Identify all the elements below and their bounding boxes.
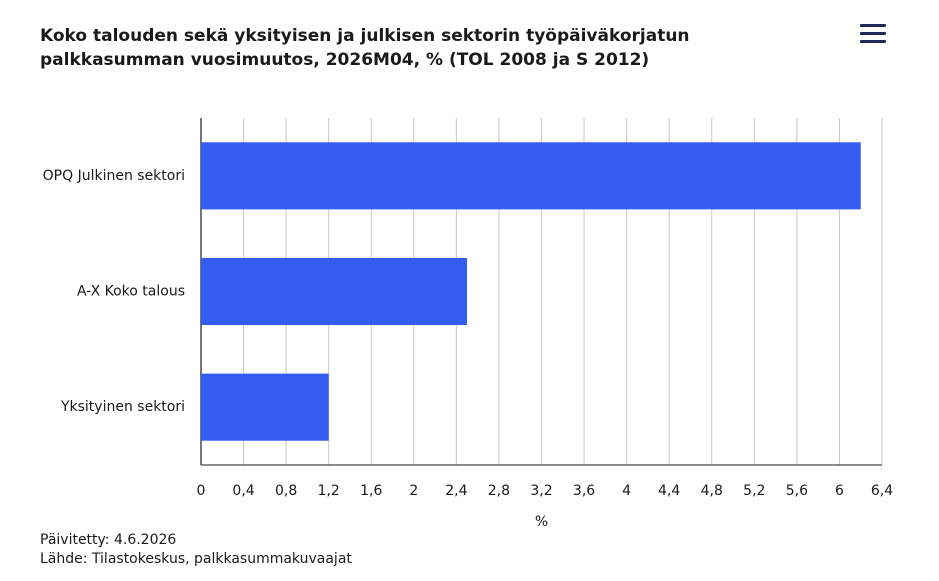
chart-title: Koko talouden sekä yksityisen ja julkise… <box>40 26 690 70</box>
x-tick-label: 1,6 <box>360 483 382 499</box>
x-tick-label: 3,2 <box>530 483 552 499</box>
bar <box>201 257 468 326</box>
y-tick-label: Yksityinen sektori <box>60 399 185 415</box>
x-tick-label: 5,6 <box>786 483 808 499</box>
x-tick-label: 0,8 <box>275 483 297 499</box>
x-tick-label: 5,2 <box>743 483 765 499</box>
menu-button[interactable] <box>860 24 886 44</box>
x-tick-label: 2,8 <box>488 483 510 499</box>
x-tick-label: 0,4 <box>232 483 254 499</box>
x-tick-label: 6 <box>835 483 844 499</box>
source-note: Lähde: Tilastokeskus, palkkasummakuvaaja… <box>40 551 352 567</box>
y-tick-label: A-X Koko talous <box>77 284 185 300</box>
x-tick-label: 2 <box>409 483 418 499</box>
bar <box>201 373 329 441</box>
x-tick-label: 4 <box>622 483 631 499</box>
x-tick-label: 3,6 <box>573 483 595 499</box>
x-tick-label: 2,4 <box>445 483 467 499</box>
x-tick-label: 6,4 <box>871 483 893 499</box>
x-axis-title: % <box>535 514 548 530</box>
bar <box>201 142 861 210</box>
x-tick-label: 0 <box>197 483 206 499</box>
updated-note: Päivitetty: 4.6.2026 <box>40 532 177 548</box>
y-tick-label: OPQ Julkinen sektori <box>43 168 185 184</box>
x-tick-label: 4,4 <box>658 483 680 499</box>
x-tick-label: 1,2 <box>318 483 340 499</box>
x-tick-label: 4,8 <box>701 483 723 499</box>
